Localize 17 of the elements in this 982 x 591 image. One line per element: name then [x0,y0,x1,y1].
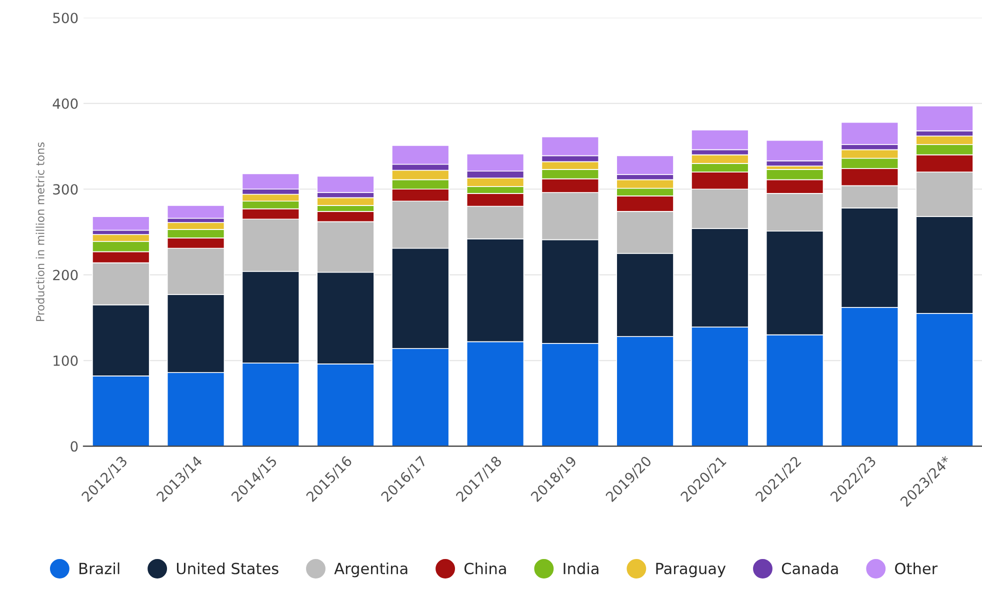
y-tick-label: 100 [54,355,78,366]
legend-label: India [564,562,598,574]
legend-label: Paraguay [656,562,726,578]
y-tick-label: 0 [70,441,78,452]
bar [166,204,225,219]
y-tick-label: 400 [52,98,78,109]
legend-label: Argentina [334,562,408,578]
y-tick-label: 300 [53,184,78,195]
legend-label: Other [895,562,938,574]
legend-label: Brazil [80,562,120,574]
legend-label: China [464,562,506,574]
y-tick-label: 200 [53,270,78,280]
y-axis-title: Production in million metric tons [36,142,44,321]
legend-label: United States [176,562,278,574]
bar [92,216,150,231]
legend-label: Canada [782,562,838,574]
y-tick-label: 500 [53,12,78,24]
